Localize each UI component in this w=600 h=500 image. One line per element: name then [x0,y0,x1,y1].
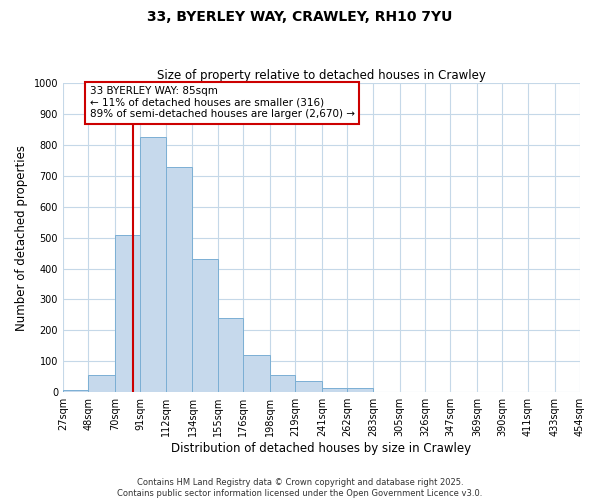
Bar [166,166,193,392]
Bar [63,390,88,392]
Bar [218,318,244,392]
Title: Size of property relative to detached houses in Crawley: Size of property relative to detached ho… [157,69,486,82]
Text: 33, BYERLEY WAY, CRAWLEY, RH10 7YU: 33, BYERLEY WAY, CRAWLEY, RH10 7YU [148,10,452,24]
Y-axis label: Number of detached properties: Number of detached properties [15,144,28,330]
Bar [115,234,140,392]
Text: Contains HM Land Registry data © Crown copyright and database right 2025.
Contai: Contains HM Land Registry data © Crown c… [118,478,482,498]
Bar [140,137,166,392]
Bar [88,375,115,392]
Bar [295,382,322,392]
Text: 33 BYERLEY WAY: 85sqm
← 11% of detached houses are smaller (316)
89% of semi-det: 33 BYERLEY WAY: 85sqm ← 11% of detached … [89,86,355,120]
Bar [347,388,373,392]
Bar [322,388,347,392]
Bar [244,355,270,392]
Bar [270,375,295,392]
X-axis label: Distribution of detached houses by size in Crawley: Distribution of detached houses by size … [172,442,472,455]
Bar [193,260,218,392]
